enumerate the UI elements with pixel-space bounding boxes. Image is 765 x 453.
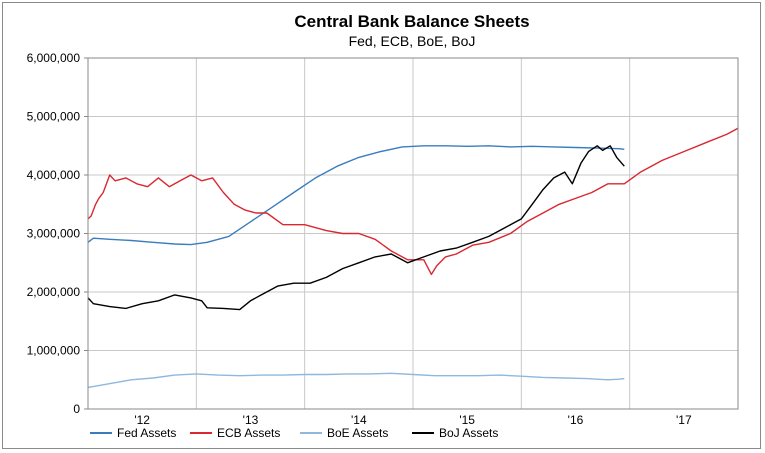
y-tick-label: 5,000,000 <box>27 110 81 124</box>
legend-item: ECB Assets <box>190 426 280 440</box>
series-line-fed-assets <box>87 145 625 246</box>
series-lines <box>87 127 739 389</box>
axes: 0 1,000,000 2,000,000 3,000,000 4,000,000 5,0… <box>27 51 692 427</box>
series-line-boe-assets <box>87 372 625 389</box>
series-line-boj-assets <box>87 145 625 311</box>
grid <box>87 57 739 410</box>
x-tick-label: '17 <box>676 413 692 427</box>
chart-title: Central Bank Balance Sheets <box>294 12 529 31</box>
legend-label: Fed Assets <box>117 426 176 440</box>
legend-label: ECB Assets <box>217 426 280 440</box>
y-tick-label: 2,000,000 <box>27 285 81 299</box>
legend-label: BoE Assets <box>327 426 388 440</box>
legend: Fed Assets ECB Assets BoE Assets BoJ Assets <box>90 426 498 440</box>
x-tick-label: '13 <box>243 413 259 427</box>
x-tick-label: '14 <box>351 413 367 427</box>
chart-subtitle: Fed, ECB, BoE, BoJ <box>349 33 476 49</box>
series-line-ecb-assets <box>87 127 739 276</box>
legend-item: Fed Assets <box>90 426 176 440</box>
x-tick-label: '12 <box>134 413 150 427</box>
x-tick-label: '15 <box>459 413 475 427</box>
chart-frame <box>2 2 761 449</box>
y-tick-label: 6,000,000 <box>27 51 81 65</box>
y-tick-label: 1,000,000 <box>27 344 81 358</box>
legend-label: BoJ Assets <box>439 426 498 440</box>
legend-item: BoJ Assets <box>412 426 498 440</box>
y-tick-label: 4,000,000 <box>27 168 81 182</box>
y-tick-label: 0 <box>73 402 80 416</box>
x-tick-label: '16 <box>568 413 584 427</box>
legend-item: BoE Assets <box>300 426 388 440</box>
y-tick-label: 3,000,000 <box>27 227 81 241</box>
